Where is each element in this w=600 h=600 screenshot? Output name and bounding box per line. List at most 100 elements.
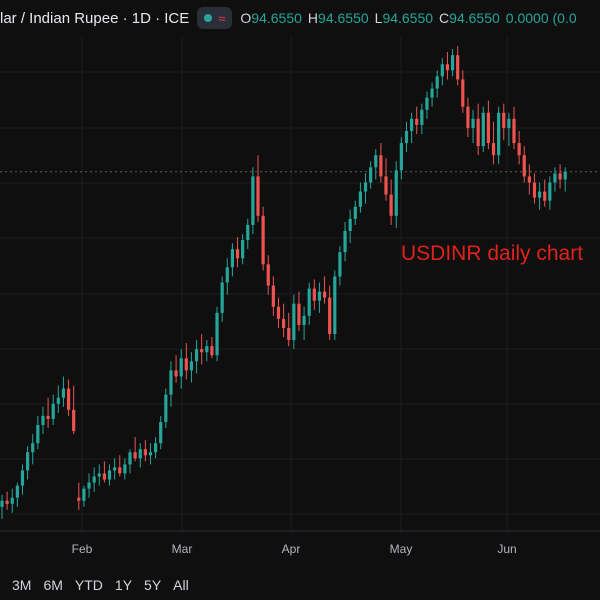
candle [15,482,19,507]
candle [450,49,455,77]
candle-body [15,485,19,498]
candle [532,173,537,204]
range-3m-button[interactable]: 3M [12,577,32,593]
chart-annotation: USDINR daily chart [401,242,584,265]
candle-body [61,388,66,398]
candle [502,103,506,141]
candle-body [512,118,516,144]
range-ytd-button[interactable]: YTD [74,577,103,593]
candle-body [113,467,117,471]
candle-body [36,424,40,444]
candle [399,137,403,180]
candle-body [276,306,281,319]
candle-body [102,473,106,480]
candle [389,179,393,225]
candle-body [107,470,112,480]
candle [148,443,153,465]
candle-body [532,182,537,198]
candle [558,164,562,189]
candle-body [307,288,311,316]
range-all-button[interactable]: All [173,577,189,593]
candle-body [225,267,229,283]
candle-body [46,415,50,419]
candle-body [353,206,357,219]
candle-body [271,285,275,307]
candle-body [410,118,414,131]
candle [77,482,81,510]
candle-body [0,500,4,507]
candle [317,282,322,313]
candle [420,103,424,134]
candle [200,334,204,365]
candle-body [461,79,465,107]
high-label: H [307,10,319,26]
candle-body [456,55,460,80]
candle [128,449,132,474]
close-label: C [439,10,450,26]
candle [123,458,127,480]
candle-body [476,118,480,147]
candle-body [292,303,296,341]
candle [461,70,465,113]
candle [215,306,219,362]
candle-body [82,488,86,501]
candle [466,97,470,137]
candle [353,200,357,225]
candle [10,488,14,513]
candle-body [450,55,455,71]
candle-body [20,470,25,486]
candle-body [440,64,444,77]
symbol-title[interactable]: lar / Indian Rupee · 1D · ICE [0,9,190,27]
market-status-pill[interactable]: ≈ [197,7,233,29]
close-value: 94.6550 [449,10,500,26]
candle [194,340,199,374]
candle [471,109,475,144]
candle-body [425,97,429,110]
range-1y-button[interactable]: 1Y [114,577,133,593]
candle [133,437,137,462]
candle [164,388,168,428]
candle-body [123,464,127,474]
x-tick-label: Mar [172,542,193,556]
candle-body [174,370,178,377]
candle-body [159,421,163,444]
open-label: O [240,10,252,26]
candle [184,343,188,380]
candle [179,349,183,389]
candle [425,91,429,119]
candle-body [358,191,362,207]
candle-body [538,191,542,198]
candle-body [430,88,434,98]
x-tick-label: Feb [72,542,93,556]
candle [338,246,342,286]
candle-body [497,112,501,156]
time-axis[interactable]: Feb Mar Apr May Jun [72,542,517,556]
low-label: L [374,10,383,26]
candle-body [5,500,9,504]
candle [41,406,45,435]
candle [415,106,419,134]
candle [256,155,260,222]
candle [394,161,398,228]
candle-body [184,358,188,371]
candle [118,455,122,477]
candle [82,485,86,507]
candle-body [287,327,291,341]
candle-body [471,118,475,128]
range-6m-button[interactable]: 6M [43,577,63,593]
candle [169,361,173,407]
candle-body [379,155,383,177]
candle-body [189,361,194,371]
candle [312,279,316,310]
candle [517,130,521,165]
candle [440,58,444,86]
range-5y-button[interactable]: 5Y [144,577,162,593]
candle [235,237,240,268]
candle [348,209,352,244]
candle [292,294,296,350]
high-value: 94.6550 [318,10,369,26]
candle [553,167,557,192]
candle-body [369,167,373,183]
candle [307,282,311,325]
